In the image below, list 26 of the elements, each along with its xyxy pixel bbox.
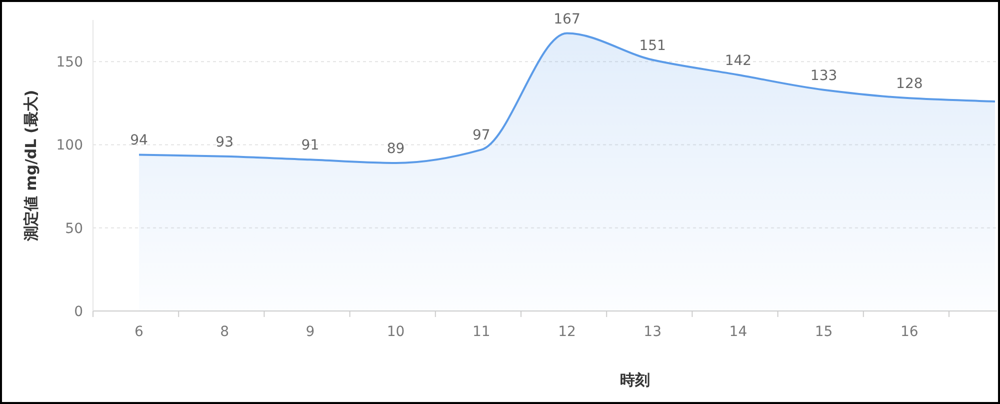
x-tick-label: 14 bbox=[729, 324, 748, 340]
data-label: 89 bbox=[386, 141, 405, 158]
data-label: 128 bbox=[896, 76, 923, 92]
x-tick-label: 16 bbox=[900, 324, 918, 340]
data-label: 167 bbox=[554, 11, 580, 28]
data-label: 142 bbox=[724, 52, 752, 69]
x-tick-label: 11 bbox=[472, 324, 490, 340]
x-tick-label: 13 bbox=[644, 324, 662, 340]
x-tick-label: 6 bbox=[134, 324, 144, 340]
y-tick-label: 0 bbox=[74, 304, 83, 320]
data-label: 97 bbox=[472, 128, 490, 144]
x-axis-title: 時刻 bbox=[620, 371, 650, 389]
y-tick-label: 150 bbox=[56, 54, 83, 71]
y-tick-label: 50 bbox=[65, 220, 83, 237]
x-tick-label: 9 bbox=[306, 324, 315, 340]
data-label: 93 bbox=[216, 134, 234, 150]
y-axis-title: 測定値 mg/dL (最大) bbox=[22, 90, 40, 242]
x-tick-label: 10 bbox=[386, 324, 405, 340]
y-tick-label: 100 bbox=[56, 138, 83, 154]
x-tick-label: 15 bbox=[814, 324, 833, 340]
data-label: 91 bbox=[301, 138, 320, 154]
x-tick-label: 8 bbox=[220, 324, 230, 340]
data-label: 151 bbox=[639, 38, 666, 54]
data-label: 94 bbox=[130, 132, 148, 149]
data-label: 133 bbox=[810, 68, 838, 84]
x-tick-label: 12 bbox=[558, 324, 576, 340]
